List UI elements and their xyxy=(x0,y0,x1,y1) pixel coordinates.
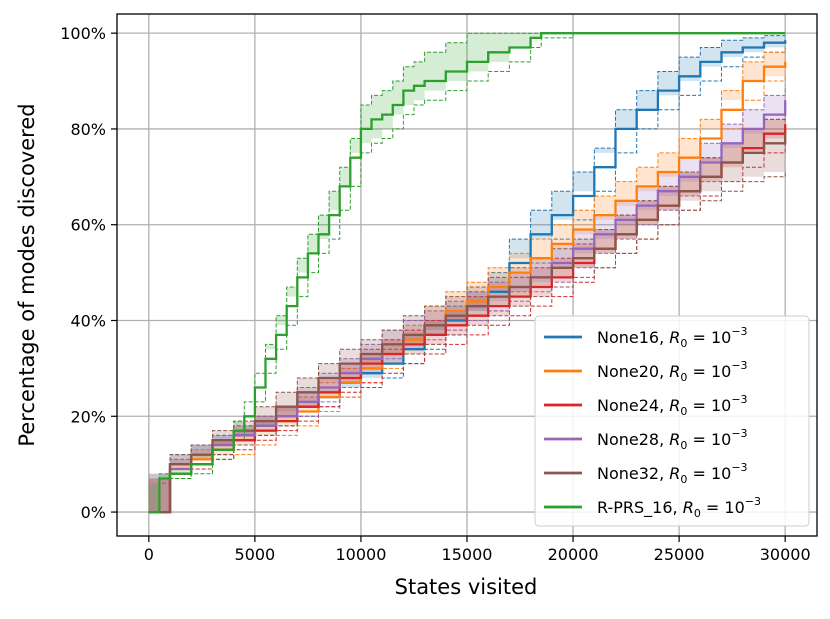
upper-bound-line xyxy=(148,32,786,513)
series-line xyxy=(148,133,787,514)
legend-series-name: None24, xyxy=(597,396,669,415)
x-tick-label: 25000 xyxy=(654,545,705,564)
legend-series-name: None16, xyxy=(597,328,669,347)
legend-label: None24, R0 = 10−3 xyxy=(597,393,748,418)
x-axis-label: States visited xyxy=(395,575,538,599)
legend-label: None20, R0 = 10−3 xyxy=(597,359,748,384)
x-tick-label: 10000 xyxy=(335,545,386,564)
legend-label: None16, R0 = 10−3 xyxy=(597,325,748,350)
y-tick-label: 0% xyxy=(81,503,106,522)
legend: None16, R0 = 10−3 None20, R0 = 10−3 None24… xyxy=(534,315,810,527)
x-tick-label: 15000 xyxy=(442,545,493,564)
legend-series-name: None32, xyxy=(597,464,669,483)
y-tick-label: 80% xyxy=(70,120,106,139)
x-tick-label: 30000 xyxy=(760,545,811,564)
x-tick-label: 5000 xyxy=(235,545,276,564)
y-tick-label: 20% xyxy=(70,407,106,426)
series-line xyxy=(148,32,786,514)
legend-label: None28, R0 = 10−3 xyxy=(597,427,748,452)
legend-box xyxy=(534,315,810,527)
x-tick-label: 0 xyxy=(144,545,154,564)
y-tick-label: 100% xyxy=(60,24,106,43)
y-axis-label: Percentage of modes discovered xyxy=(15,103,39,446)
y-tick-label: 60% xyxy=(70,216,106,235)
legend-series-name: None20, xyxy=(597,362,669,381)
legend-label: R-PRS_16, R0 = 10−3 xyxy=(597,495,761,520)
legend-series-name: R-PRS_16, xyxy=(597,498,683,518)
x-tick-label: 20000 xyxy=(548,545,599,564)
axes: 0 5000 10000 15000 20000 25000 30000 0% 20% 40% 60… xyxy=(60,13,818,564)
legend-series-name: None28, xyxy=(597,430,669,449)
series-lines xyxy=(148,32,787,514)
y-tick-label: 40% xyxy=(70,311,106,330)
legend-label: None32, R0 = 10−3 xyxy=(597,461,748,486)
